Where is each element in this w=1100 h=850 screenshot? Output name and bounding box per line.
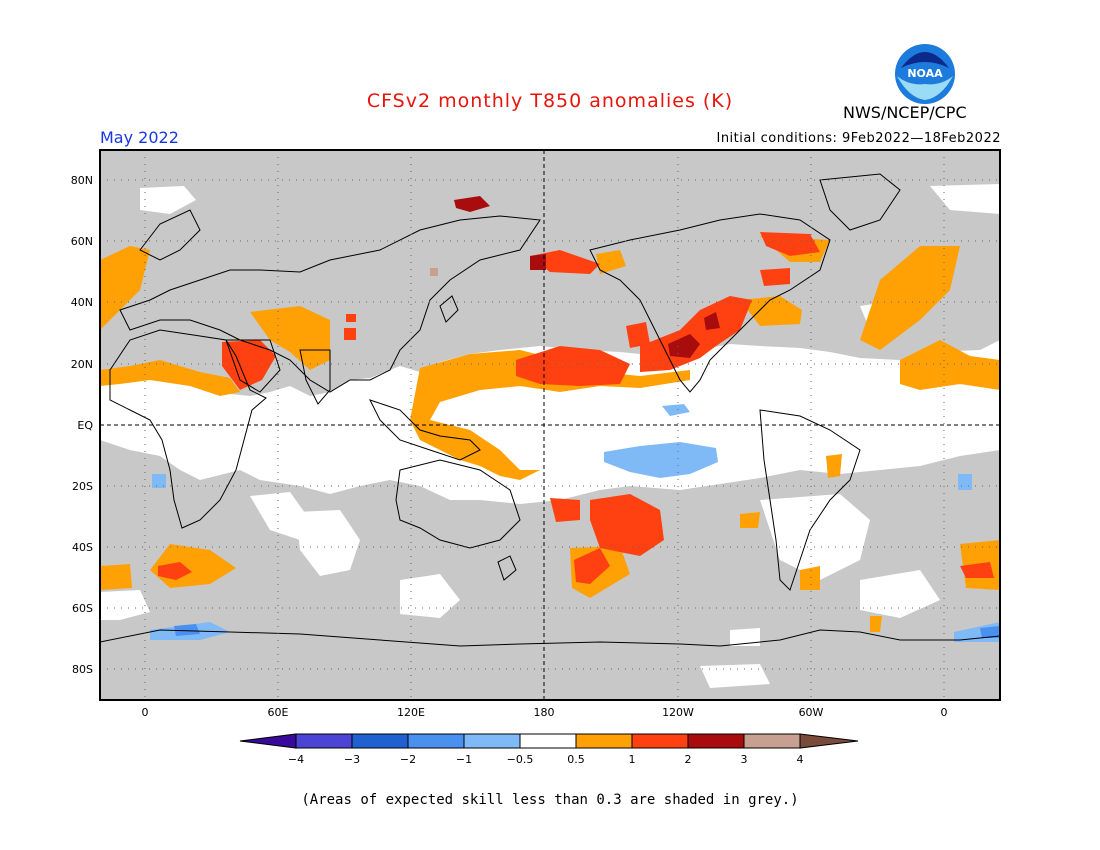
white-patch-7 — [700, 664, 770, 688]
anomaly-region — [174, 624, 200, 636]
anomaly-region — [958, 474, 972, 490]
anomaly-region — [430, 268, 438, 276]
lon-label: 60W — [799, 706, 824, 719]
anomaly-region — [740, 296, 802, 326]
lat-label: EQ — [77, 419, 93, 432]
anomaly-region — [980, 626, 1000, 638]
anomaly-region — [346, 314, 356, 322]
anomaly-region — [574, 548, 610, 584]
lon-label: 120W — [662, 706, 694, 719]
agency-label: NWS/NCEP/CPC — [843, 103, 967, 122]
colorbar-segment — [687, 733, 745, 749]
white-patch-3 — [400, 574, 460, 618]
lon-label: 180 — [534, 706, 555, 719]
anomaly-region — [530, 250, 600, 274]
lon-labels: 0 60E 120E 180 120W 60W 0 — [142, 706, 948, 719]
anomaly-region — [550, 498, 580, 522]
map-fields — [100, 150, 1000, 700]
map-frame — [99, 149, 1001, 701]
lon-label: 120E — [397, 706, 425, 719]
anomaly-region — [960, 562, 994, 578]
anomaly-region — [250, 306, 330, 370]
colorbar-tick: 2 — [685, 753, 692, 766]
anomaly-region — [100, 246, 150, 330]
lat-label: 80S — [72, 663, 93, 676]
anomaly-region — [668, 334, 700, 358]
colorbar-tick: 3 — [741, 753, 748, 766]
lon-label: 0 — [941, 706, 948, 719]
anomaly-region — [900, 340, 1000, 390]
lat-label: 80N — [71, 174, 93, 187]
colorbar-tick: 0.5 — [567, 753, 585, 766]
colorbar-segment — [519, 733, 577, 749]
skill-footnote: (Areas of expected skill less than 0.3 a… — [301, 792, 799, 808]
white-patch-5 — [860, 570, 940, 618]
colorbar-segment — [295, 733, 353, 749]
white-patch-1 — [250, 492, 310, 540]
colorbar-tick: −2 — [400, 753, 416, 766]
colorbar-tick: −4 — [288, 753, 304, 766]
anomaly-region — [626, 322, 650, 348]
anomaly-region — [640, 296, 752, 372]
anomaly-region — [604, 442, 718, 478]
anomaly-region — [826, 454, 842, 478]
lat-label: 40N — [71, 296, 93, 309]
colorbar-segment — [743, 733, 801, 749]
graticule — [100, 150, 1000, 700]
colorbar-tick: −1 — [456, 753, 472, 766]
white-patch-north-2 — [930, 184, 1000, 214]
colorbar-segment — [351, 733, 409, 749]
colorbar-segment — [575, 733, 633, 749]
colorbar-tick: −3 — [344, 753, 360, 766]
lon-label: 60E — [268, 706, 289, 719]
anomaly-region — [590, 494, 664, 556]
lon-label: 0 — [142, 706, 149, 719]
colorbar-ticks: −4 −3 −2 −1 −0.5 0.5 1 2 3 4 — [288, 753, 804, 766]
forecast-month: May 2022 — [100, 128, 179, 147]
anomaly-region — [760, 232, 820, 256]
anomaly-region — [100, 564, 132, 590]
white-patch-4 — [760, 494, 870, 580]
anomaly-region — [760, 268, 790, 286]
lat-label: 20N — [71, 358, 93, 371]
white-patch-8 — [730, 628, 760, 646]
logo-text: NOAA — [907, 67, 943, 80]
anomaly-region — [740, 512, 760, 528]
lat-label: 20S — [72, 480, 93, 493]
colorbar-tick: 1 — [629, 753, 636, 766]
lat-label: 40S — [72, 541, 93, 554]
colorbar-segment — [407, 733, 465, 749]
anomaly-region — [222, 340, 276, 390]
colorbar — [239, 733, 859, 749]
anomaly-region — [870, 616, 882, 632]
anomaly-region — [800, 566, 820, 590]
colorbar-segment — [239, 733, 297, 749]
anomaly-region — [454, 196, 490, 212]
map-title: CFSv2 monthly T850 anomalies (K) — [366, 90, 734, 112]
white-patch-6 — [100, 590, 150, 620]
colorbar-segment — [631, 733, 689, 749]
white-patch-north-1 — [140, 186, 196, 214]
anomaly-region — [152, 474, 166, 488]
lat-labels: 80N 60N 40N 20N EQ 20S 40S 60S 80S — [71, 174, 94, 676]
anomaly-region — [596, 250, 626, 274]
colorbar-segment — [463, 733, 521, 749]
anomaly-region — [100, 360, 240, 396]
colorbar-tick: 4 — [797, 753, 804, 766]
anomaly-region — [860, 246, 960, 350]
lat-label: 60S — [72, 602, 93, 615]
colorbar-segment — [799, 733, 859, 749]
anomaly-region — [662, 404, 690, 416]
anomaly-region — [530, 254, 546, 270]
anomaly-region — [158, 562, 192, 580]
white-patch-2 — [296, 510, 360, 576]
noaa-logo-icon: NOAA — [895, 44, 955, 104]
lat-label: 60N — [71, 235, 93, 248]
initial-conditions: Initial conditions: 9Feb2022—18Feb2022 — [716, 131, 1001, 146]
colorbar-tick: −0.5 — [507, 753, 534, 766]
coastlines — [100, 173, 1000, 647]
anomaly-region — [704, 312, 720, 330]
anomaly-region — [344, 328, 356, 340]
